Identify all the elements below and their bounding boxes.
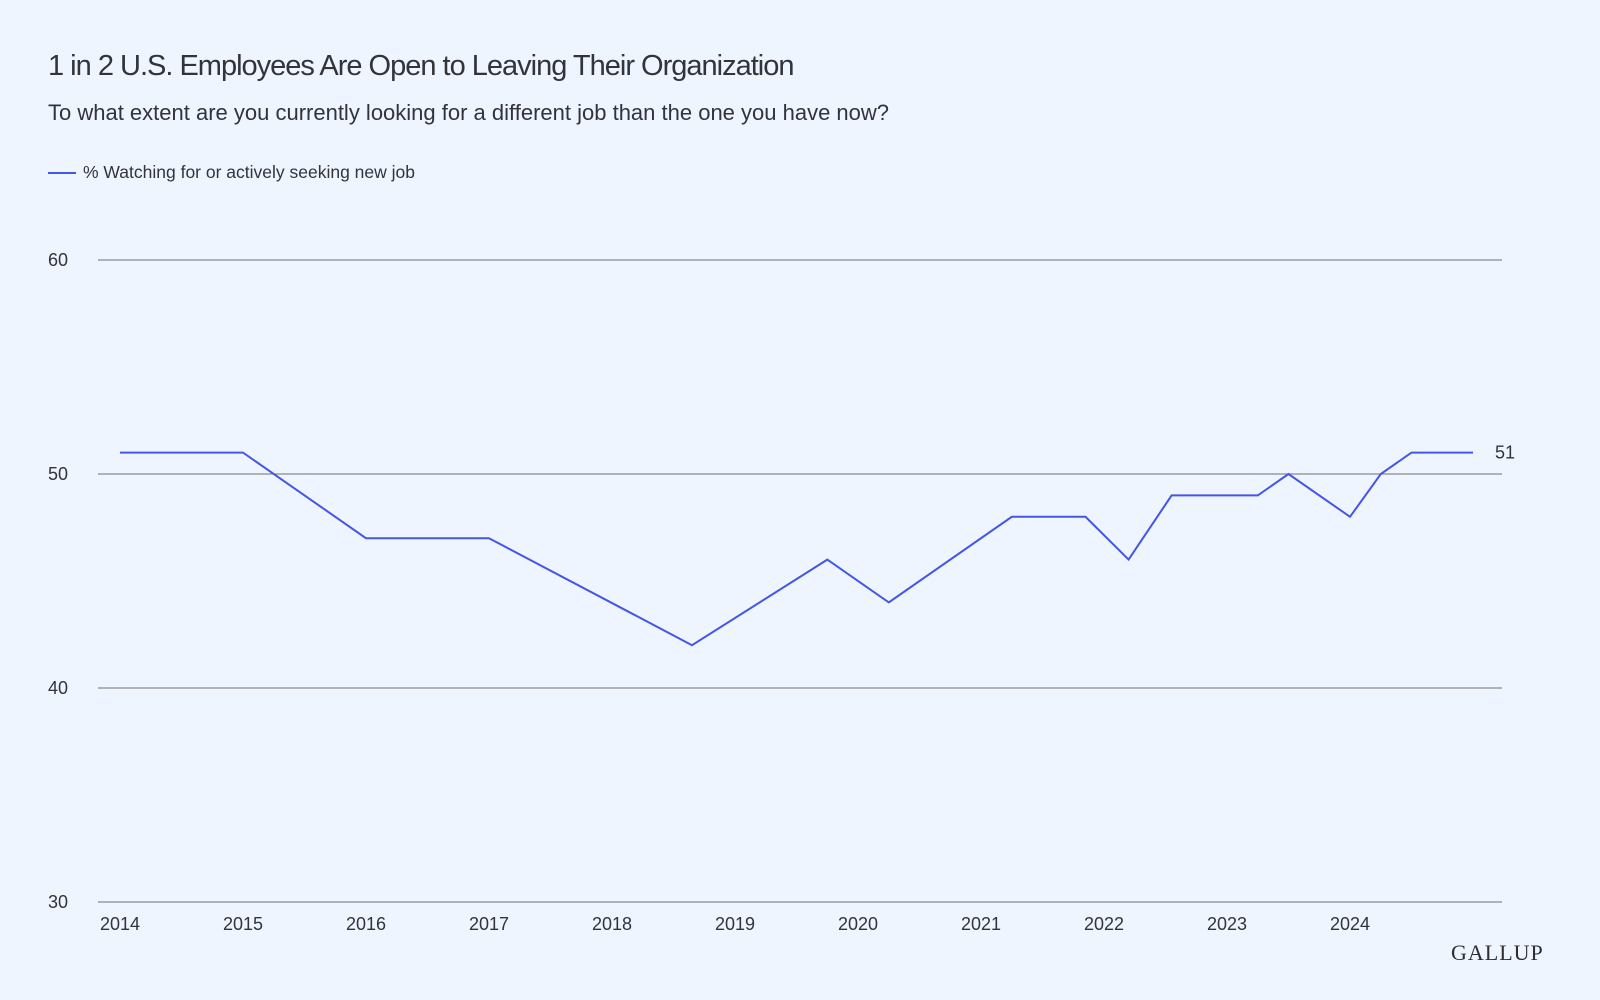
x-tick-label: 2014 bbox=[100, 914, 140, 934]
y-tick-label: 30 bbox=[48, 892, 68, 912]
chart-title: 1 in 2 U.S. Employees Are Open to Leavin… bbox=[48, 50, 794, 82]
x-tick-label: 2018 bbox=[592, 914, 632, 934]
x-tick-label: 2016 bbox=[346, 914, 386, 934]
x-tick-label: 2015 bbox=[223, 914, 263, 934]
series-line bbox=[120, 451, 1473, 647]
x-tick-label: 2021 bbox=[961, 914, 1001, 934]
gallup-logo: GALLUP bbox=[1451, 940, 1544, 965]
legend-label: % Watching for or actively seeking new j… bbox=[83, 162, 416, 182]
x-tick-label: 2017 bbox=[469, 914, 509, 934]
y-tick-label: 60 bbox=[48, 250, 68, 270]
legend-swatch bbox=[48, 171, 76, 174]
x-tick-label: 2020 bbox=[838, 914, 878, 934]
x-tick-label: 2023 bbox=[1207, 914, 1247, 934]
legend: % Watching for or actively seeking new j… bbox=[48, 162, 415, 183]
y-tick-label: 40 bbox=[48, 678, 68, 698]
x-tick-label: 2024 bbox=[1330, 914, 1370, 934]
y-tick-label: 50 bbox=[48, 464, 68, 484]
chart-subtitle: To what extent are you currently looking… bbox=[48, 100, 890, 125]
end-value-label: 51 bbox=[1495, 443, 1515, 463]
x-tick-label: 2019 bbox=[715, 914, 755, 934]
x-tick-label: 2022 bbox=[1084, 914, 1124, 934]
